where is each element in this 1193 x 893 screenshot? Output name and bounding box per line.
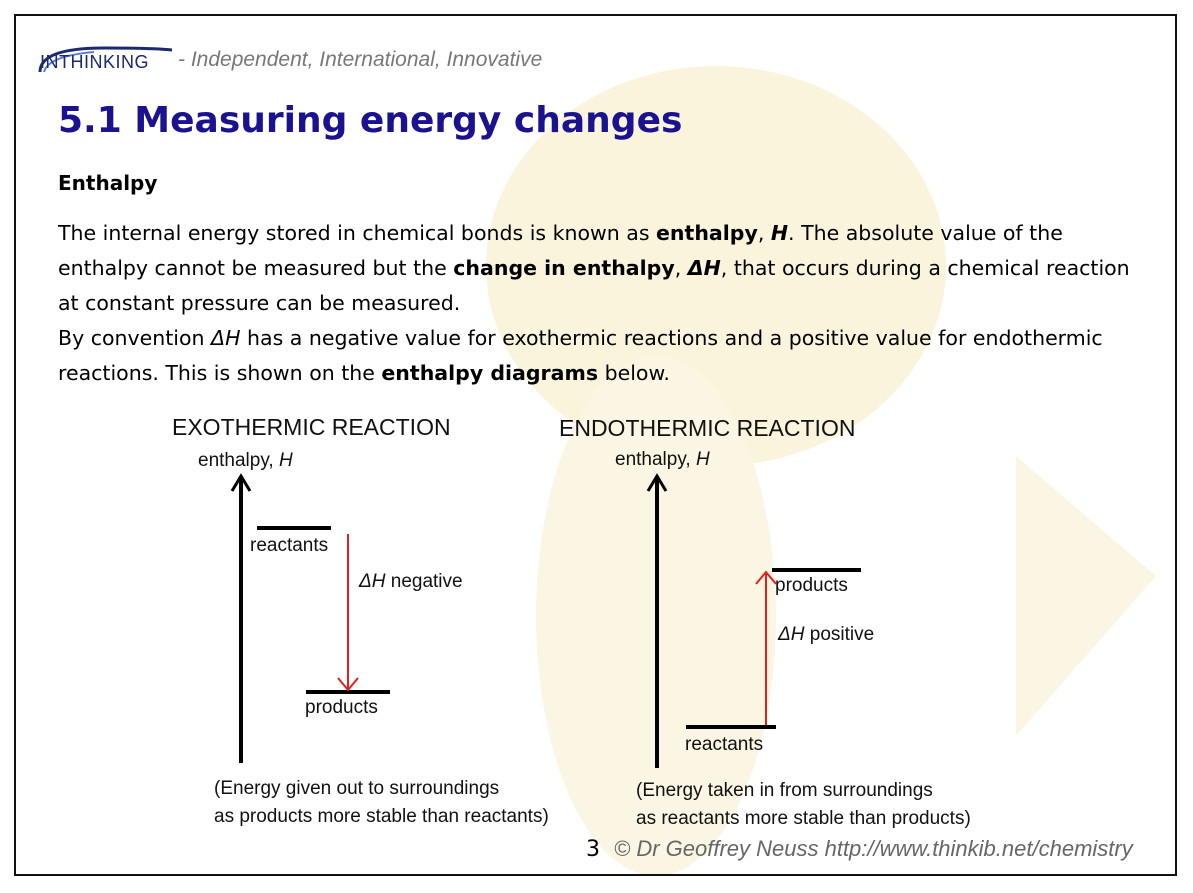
endothermic-products-label: products — [775, 575, 848, 596]
endothermic-title: ENDOTHERMIC REACTION — [559, 415, 855, 441]
endothermic-note-line2: as reactants more stable than products) — [636, 808, 971, 829]
footer: 3 © Dr Geoffrey Neuss http://www.thinkib… — [586, 836, 1133, 862]
endothermic-axis-arrowhead — [646, 473, 668, 492]
page-number: 3 — [586, 836, 600, 862]
endothermic-delta-h-arrowhead — [755, 570, 777, 585]
inthinking-logo: INTHINKING — [34, 42, 174, 78]
header: INTHINKING - Independent, International,… — [34, 40, 542, 80]
endothermic-note-line1: (Energy taken in from surroundings — [636, 780, 933, 801]
exothermic-delta-h-label: ΔH negative — [358, 571, 463, 592]
exothermic-diagram: EXOTHERMIC REACTION enthalpy, H reactant… — [172, 414, 549, 827]
paragraph-enthalpy-definition: The internal energy stored in chemical b… — [58, 221, 1130, 315]
enthalpy-diagrams: EXOTHERMIC REACTION enthalpy, H reactant… — [172, 414, 971, 829]
section-heading: Enthalpy — [58, 171, 158, 195]
exothermic-delta-h-arrowhead — [337, 677, 359, 692]
endothermic-reactants-label: reactants — [685, 734, 763, 755]
logo-text: INTHINKING — [40, 52, 150, 72]
exothermic-reactants-label: reactants — [250, 535, 328, 556]
exothermic-title: EXOTHERMIC REACTION — [172, 414, 451, 440]
endothermic-delta-h-label: ΔH positive — [777, 624, 874, 645]
exothermic-note-line1: (Energy given out to surroundings — [214, 778, 499, 799]
page-title: 5.1 Measuring energy changes — [58, 100, 683, 141]
endothermic-axis-label: enthalpy, H — [615, 449, 710, 470]
slide: INTHINKING - Independent, International,… — [14, 14, 1177, 876]
endothermic-diagram: ENDOTHERMIC REACTION enthalpy, H product… — [559, 415, 971, 829]
body-text: The internal energy stored in chemical b… — [58, 216, 1148, 391]
exothermic-axis-label: enthalpy, H — [198, 450, 293, 471]
paragraph-sign-convention: By convention ΔH has a negative value fo… — [58, 326, 1103, 385]
exothermic-note-line2: as products more stable than reactants) — [214, 806, 549, 827]
tagline: - Independent, International, Innovative — [178, 48, 543, 71]
exothermic-products-label: products — [305, 697, 378, 718]
exothermic-axis-arrowhead — [230, 473, 252, 492]
copyright-notice: © Dr Geoffrey Neuss http://www.thinkib.n… — [614, 836, 1133, 861]
